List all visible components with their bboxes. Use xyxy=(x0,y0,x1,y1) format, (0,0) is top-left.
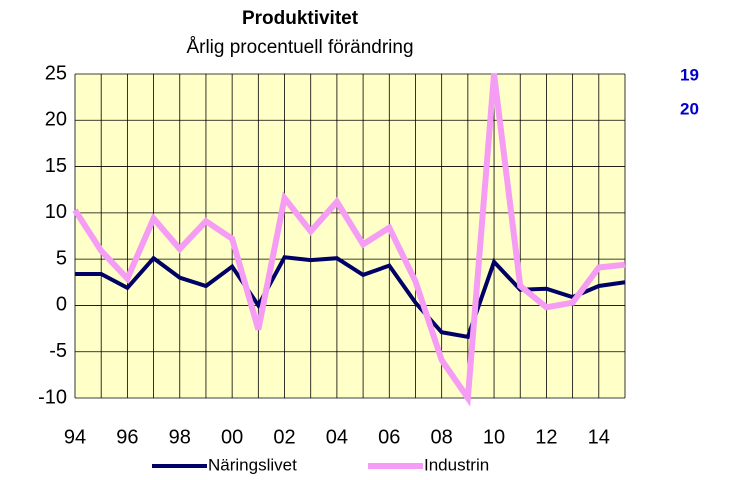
x-tick-label: 14 xyxy=(588,426,610,448)
x-tick-label: 04 xyxy=(326,426,348,448)
legend-label: Industrin xyxy=(424,455,489,474)
x-tick-label: 94 xyxy=(64,426,86,448)
x-tick-label: 10 xyxy=(483,426,505,448)
y-tick-label: 0 xyxy=(56,294,67,316)
series-line xyxy=(75,255,626,340)
x-tick-label: 08 xyxy=(431,426,453,448)
y-tick-label: 25 xyxy=(45,62,67,84)
x-tick-label: 02 xyxy=(273,426,295,448)
chart-title: Produktivitet xyxy=(242,8,359,29)
annotation: 20 xyxy=(680,99,699,118)
y-tick-label: 10 xyxy=(45,201,67,223)
series-line xyxy=(72,73,626,407)
y-tick-label: -5 xyxy=(49,340,67,362)
x-tick-label: 98 xyxy=(169,426,191,448)
x-tick-label: 12 xyxy=(535,426,557,448)
y-tick-label: 20 xyxy=(45,109,67,131)
y-tick-label: 15 xyxy=(45,155,67,177)
legend-label: Näringslivet xyxy=(208,455,297,474)
y-tick-label: -10 xyxy=(38,386,67,408)
plot-area xyxy=(75,74,625,398)
chart-subtitle: Årlig procentuell förändring xyxy=(186,37,413,58)
x-tick-label: 06 xyxy=(378,426,400,448)
x-tick-label: 00 xyxy=(221,426,243,448)
annotation: 19 xyxy=(680,65,699,84)
x-tick-label: 96 xyxy=(116,426,138,448)
y-tick-label: 5 xyxy=(56,247,67,269)
